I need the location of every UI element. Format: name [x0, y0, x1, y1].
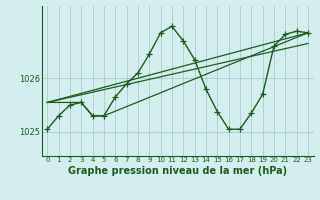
- X-axis label: Graphe pression niveau de la mer (hPa): Graphe pression niveau de la mer (hPa): [68, 166, 287, 176]
